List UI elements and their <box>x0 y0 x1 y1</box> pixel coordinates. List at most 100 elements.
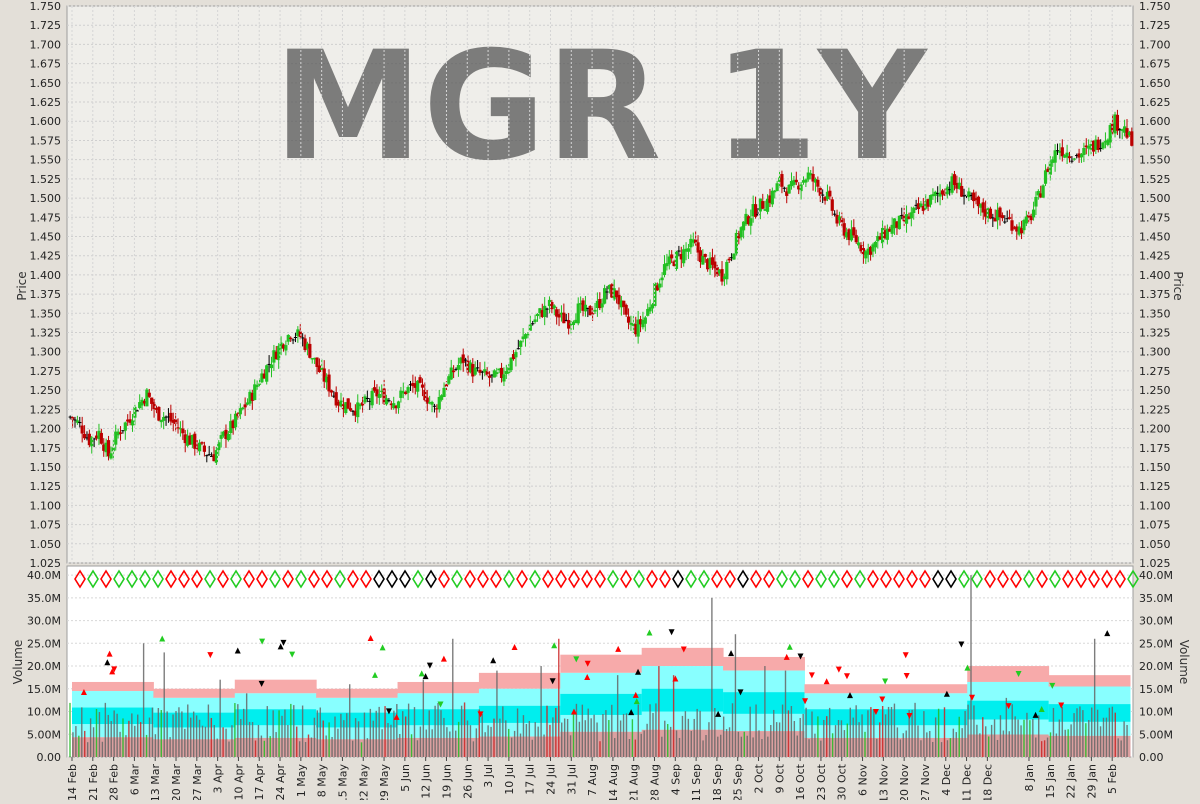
ohlc-body <box>104 442 108 453</box>
ohlc-body <box>1053 150 1057 163</box>
ohlc-body <box>1063 155 1067 158</box>
signal-marker <box>80 689 87 696</box>
ohlc-body <box>485 371 489 375</box>
ohlc-body <box>344 402 348 413</box>
ohlc-body <box>327 374 331 392</box>
ohlc-body <box>384 398 389 405</box>
ohlc-body <box>1101 142 1105 149</box>
signal-marker <box>1032 711 1039 718</box>
signal-marker <box>879 696 886 703</box>
ohlc-body <box>102 444 106 451</box>
volume-band-core <box>316 712 399 728</box>
marker-row-glyph <box>737 569 749 589</box>
price-tick-label-right: 1.750 <box>1139 0 1171 13</box>
ohlc-body <box>411 383 415 387</box>
ohlc-body <box>356 402 360 418</box>
ohlc-body <box>854 235 858 243</box>
price-tick-label-left: 1.100 <box>30 499 62 512</box>
ohlc-body <box>1091 140 1096 152</box>
marker-row-glyph <box>113 569 125 589</box>
ohlc-body <box>205 455 209 457</box>
ohlc-body <box>198 442 202 452</box>
ohlc-body <box>70 417 75 420</box>
ohlc-body <box>274 351 278 360</box>
marker-row-glyph <box>828 569 840 589</box>
ohlc-body <box>1036 191 1040 196</box>
marker-row-glyph <box>399 569 411 589</box>
ohlc-body <box>317 365 322 373</box>
ohlc-body <box>916 203 921 210</box>
ohlc-body <box>250 392 254 401</box>
ohlc-body <box>818 187 822 196</box>
ohlc-body <box>336 401 341 406</box>
ohlc-body <box>109 453 113 459</box>
ohlc-body <box>90 437 94 447</box>
ohlc-body <box>746 216 750 225</box>
price-tick-label-left: 1.325 <box>30 327 62 340</box>
price-tick-label-right: 1.325 <box>1139 327 1171 340</box>
marker-row-glyph <box>880 569 892 589</box>
ohlc-body <box>540 310 544 317</box>
price-tick-label-right: 1.525 <box>1139 173 1171 186</box>
ohlc-body <box>94 435 99 439</box>
marker-row-glyph <box>282 569 294 589</box>
ohlc-body <box>475 367 480 369</box>
ohlc-body <box>523 334 528 339</box>
x-tick-label: 13 Mar <box>149 764 162 800</box>
ohlc-body <box>732 253 736 260</box>
ohlc-body <box>423 389 427 401</box>
ohlc-body <box>372 387 377 391</box>
signal-marker <box>570 708 577 715</box>
marker-row-glyph <box>412 569 424 589</box>
ohlc-body <box>85 437 89 439</box>
ohlc-body <box>689 238 693 248</box>
marker-row-glyph <box>1023 569 1035 589</box>
ohlc-body <box>68 416 72 418</box>
x-tick-label: 29 May <box>378 764 391 800</box>
ohlc-body <box>722 276 727 280</box>
ohlc-body <box>636 319 640 337</box>
signal-marker <box>1104 630 1111 637</box>
signal-marker <box>422 673 429 680</box>
ohlc-body <box>487 375 492 378</box>
ohlc-body <box>880 227 885 244</box>
ohlc-body <box>176 427 180 429</box>
x-tick-label: 31 Jul <box>565 764 578 795</box>
ohlc-body <box>459 357 463 364</box>
ohlc-body <box>624 304 628 315</box>
ohlc-body <box>284 345 288 351</box>
ohlc-body <box>919 203 923 208</box>
ohlc-body <box>895 221 899 228</box>
signal-marker <box>633 698 640 705</box>
ohlc-body <box>1125 128 1129 138</box>
x-tick-label: 23 Oct <box>815 763 828 800</box>
x-tick-label: 1 May <box>295 764 308 798</box>
marker-row-glyph <box>152 569 164 589</box>
x-tick-label: 10 Jul <box>503 764 516 795</box>
ohlc-body <box>502 374 506 382</box>
price-tick-label-right: 1.600 <box>1139 115 1171 128</box>
ohlc-body <box>217 442 221 451</box>
ohlc-body <box>145 389 149 407</box>
ohlc-body <box>260 373 264 383</box>
ohlc-body <box>789 181 794 187</box>
marker-row-glyph <box>516 569 528 589</box>
ohlc-body <box>190 434 195 445</box>
ohlc-body <box>773 190 777 193</box>
ohlc-body <box>528 324 532 331</box>
ohlc-body <box>643 317 647 324</box>
signal-marker <box>835 666 842 673</box>
marker-row-glyph <box>997 569 1009 589</box>
ohlc-body <box>1010 220 1014 231</box>
marker-row-glyph <box>529 569 541 589</box>
ohlc-body <box>993 218 997 222</box>
ohlc-body <box>142 400 147 404</box>
ohlc-body <box>1096 139 1100 150</box>
volume-band-core <box>234 709 317 726</box>
signal-marker <box>1015 671 1022 678</box>
price-tick-label-left: 1.125 <box>30 480 62 493</box>
ohlc-body <box>763 209 767 211</box>
ohlc-body <box>833 213 837 215</box>
ohlc-body <box>605 291 609 293</box>
price-tick-label-left: 1.625 <box>30 96 62 109</box>
